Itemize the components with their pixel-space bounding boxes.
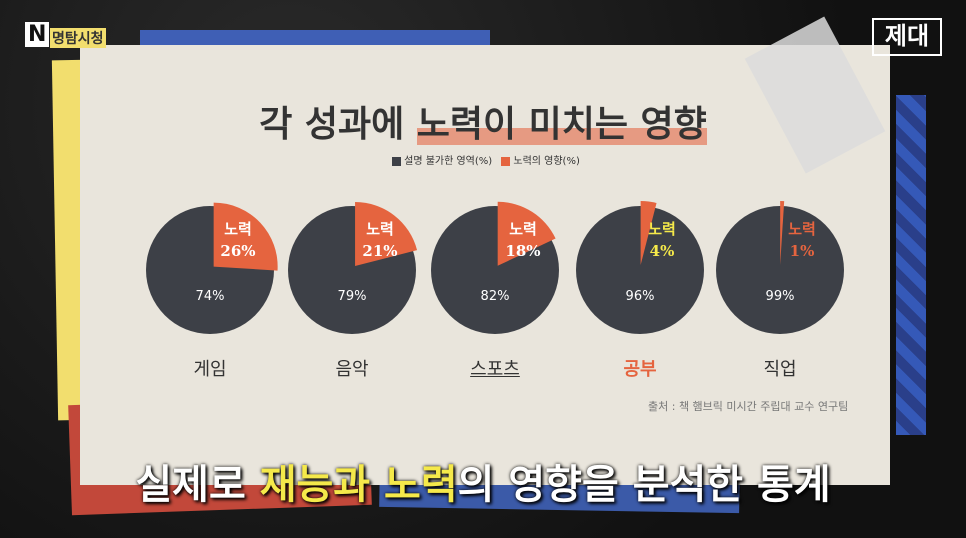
effort-value-label: 21% [362, 242, 397, 260]
channel-logo: N [25, 22, 50, 47]
pie-slice-effort [640, 201, 657, 266]
slice-label: 노력 [788, 220, 816, 238]
pie-slice-effort [780, 201, 785, 266]
pie-slice-effort [497, 201, 556, 266]
source-note: 출처 : 책 햄브릭 미시간 주립대 교수 연구팀 [648, 400, 849, 413]
category-label: 음악 [335, 359, 369, 380]
channel-logo-text: 명탐시청 [50, 28, 106, 48]
pie-slice-unexplained [716, 206, 844, 334]
slice-label: 노력 [509, 220, 537, 238]
legend-swatch-orange [501, 156, 511, 166]
unexplained-value-label: 74% [196, 289, 225, 304]
chart-title: 각 성과에 노력이 미치는 영향 [259, 103, 707, 145]
slice-label: 노력 [366, 220, 394, 238]
legend: 설명 불가한 영역(%) 노력의 영향(%) [0, 152, 966, 167]
pie-slice-unexplained [576, 206, 704, 334]
effort-value-label: 26% [220, 242, 255, 260]
pie-slice-effort [355, 202, 418, 267]
decor-blue-pattern [896, 95, 926, 435]
effort-value-label: 1% [790, 242, 815, 260]
pie-slice-effort [213, 202, 278, 271]
category-label: 직업 [763, 359, 797, 380]
subtitle-caption: 실제로 재능과 노력의 영향을 분석한 통계 [135, 462, 831, 508]
legend-label: 설명 불가한 영역(%) [404, 156, 493, 167]
broadcaster-logo: 제대 [872, 18, 942, 56]
slice-label: 노력 [648, 220, 676, 238]
category-label: 공부 [623, 359, 657, 380]
effort-value-label: 18% [505, 242, 540, 260]
slice-label: 노력 [224, 220, 252, 238]
legend-swatch-dark [392, 156, 402, 166]
category-label: 스포츠 [470, 359, 520, 380]
effort-value-label: 4% [650, 242, 675, 260]
unexplained-value-label: 99% [766, 289, 795, 304]
unexplained-value-label: 82% [481, 289, 510, 304]
legend-label: 노력의 영향(%) [513, 156, 580, 167]
category-label: 게임 [193, 359, 227, 380]
unexplained-value-label: 96% [626, 289, 655, 304]
unexplained-value-label: 79% [338, 289, 367, 304]
